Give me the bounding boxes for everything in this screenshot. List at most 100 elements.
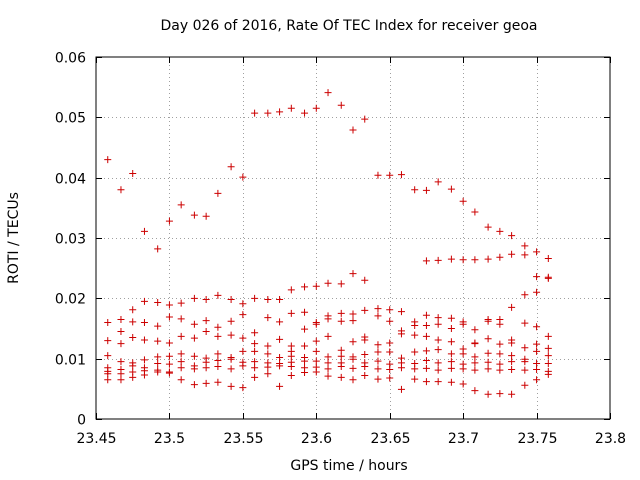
data-point-band-4 [447, 350, 455, 358]
data-point-band-2 [386, 317, 394, 325]
data-point-sat-arc-mid [471, 256, 479, 264]
data-point-band-6 [386, 366, 394, 374]
data-point-band-1 [140, 297, 148, 305]
data-point-band-4 [386, 348, 394, 356]
data-point-band-3 [422, 332, 430, 340]
data-point-band-3 [202, 328, 210, 336]
data-point-band-1 [471, 326, 479, 334]
data-point-band-5 [471, 359, 479, 367]
data-point-band-3 [324, 332, 332, 340]
data-point-band-2 [533, 323, 541, 331]
data-point-band-4 [544, 352, 552, 360]
data-point-band-6 [434, 366, 442, 374]
data-point-sat-arc-high [361, 115, 369, 123]
data-point-band-7 [165, 369, 173, 377]
data-point-band-3 [496, 340, 504, 348]
data-point-band-3 [264, 342, 272, 350]
data-point-sat-arc-high [459, 197, 467, 205]
data-point-sat-arc-high [227, 163, 235, 171]
data-point-band-1 [190, 294, 198, 302]
data-point-band-1 [422, 311, 430, 319]
data-point-sat-arc-high [251, 109, 259, 117]
data-point-sat-arc-high [324, 89, 332, 97]
data-point-sat-arc-mid [508, 250, 516, 258]
data-point-band-7 [349, 376, 357, 384]
data-point-band-1 [287, 309, 295, 317]
data-point-band-5 [251, 358, 259, 366]
data-point-band-2 [447, 325, 455, 332]
data-points [104, 89, 552, 398]
data-point-band-6 [239, 362, 247, 370]
data-point-band-4 [361, 350, 369, 358]
data-point-band-3 [190, 334, 198, 342]
data-point-band-7 [276, 382, 284, 390]
data-point-band-2 [104, 337, 112, 345]
data-point-sat-arc-high [202, 212, 210, 220]
data-point-band-6 [508, 366, 516, 374]
data-point-sat-arc-high [337, 101, 345, 109]
data-point-band-3 [533, 340, 541, 348]
data-point-band-7 [471, 387, 479, 395]
data-point-sat-arc-high [508, 232, 516, 240]
data-point-band-6 [190, 365, 198, 373]
x-tick-label: 23.45 [76, 431, 116, 447]
data-point-band-2 [227, 317, 235, 325]
data-point-band-3 [129, 334, 137, 342]
data-point-band-7 [324, 372, 332, 380]
data-point-band-7 [397, 385, 405, 393]
data-point-sat-arc-mid [422, 257, 430, 265]
data-point-band-6 [117, 370, 125, 378]
data-point-band-5 [374, 357, 382, 365]
data-point-band-2 [411, 321, 419, 329]
data-point-sat-arc-mid [312, 282, 320, 290]
x-tick-label: 23.65 [370, 431, 410, 447]
x-tick-label: 23.6 [301, 431, 332, 447]
data-point-band-5 [129, 362, 137, 370]
data-point-band-2 [459, 320, 467, 328]
data-point-band-3 [104, 352, 112, 360]
data-point-band-4 [264, 350, 272, 358]
data-point-band-2 [312, 320, 320, 328]
data-point-band-3 [386, 339, 394, 347]
data-point-band-2 [190, 320, 198, 328]
data-point-band-2 [214, 323, 222, 331]
data-point-sat-arc-high [276, 108, 284, 116]
data-point-sat-arc-high [447, 185, 455, 193]
data-point-band-2 [434, 320, 442, 328]
data-point-sat-arc-high [104, 156, 112, 164]
y-tick-label: 0.04 [55, 172, 86, 188]
data-point-band-3 [251, 340, 259, 348]
data-point-band-1 [361, 306, 369, 314]
data-point-band-3 [177, 332, 185, 340]
data-point-band-7 [190, 381, 198, 389]
data-point-band-3 [214, 332, 222, 340]
data-point-band-1 [177, 299, 185, 307]
data-point-band-6 [533, 366, 541, 374]
data-point-band-5 [508, 358, 516, 366]
data-point-band-7 [104, 376, 112, 384]
data-point-band-1 [374, 305, 382, 313]
data-point-band-2 [154, 322, 162, 330]
data-point-band-6 [251, 364, 259, 372]
data-point-band-4 [471, 353, 479, 361]
data-point-band-6 [104, 367, 112, 375]
data-point-band-4 [533, 347, 541, 355]
data-point-band-3 [361, 333, 369, 341]
data-point-band-7 [239, 384, 247, 392]
data-point-band-3 [484, 335, 492, 343]
data-point-sat-arc-high [544, 255, 552, 263]
data-point-band-1 [434, 314, 442, 322]
data-point-sat-arc-mid [301, 283, 309, 291]
data-point-band-2 [202, 317, 210, 325]
data-point-band-4 [251, 347, 259, 355]
data-point-band-1 [508, 303, 516, 311]
data-point-band-6 [264, 363, 272, 371]
data-point-sat-arc-high [533, 248, 541, 256]
data-point-band-1 [227, 296, 235, 304]
data-point-band-4 [411, 348, 419, 356]
data-point-band-2 [301, 325, 309, 333]
data-point-band-7 [508, 390, 516, 398]
data-point-band-7 [361, 372, 369, 380]
data-point-band-2 [129, 318, 137, 326]
data-point-band-5 [177, 358, 185, 366]
